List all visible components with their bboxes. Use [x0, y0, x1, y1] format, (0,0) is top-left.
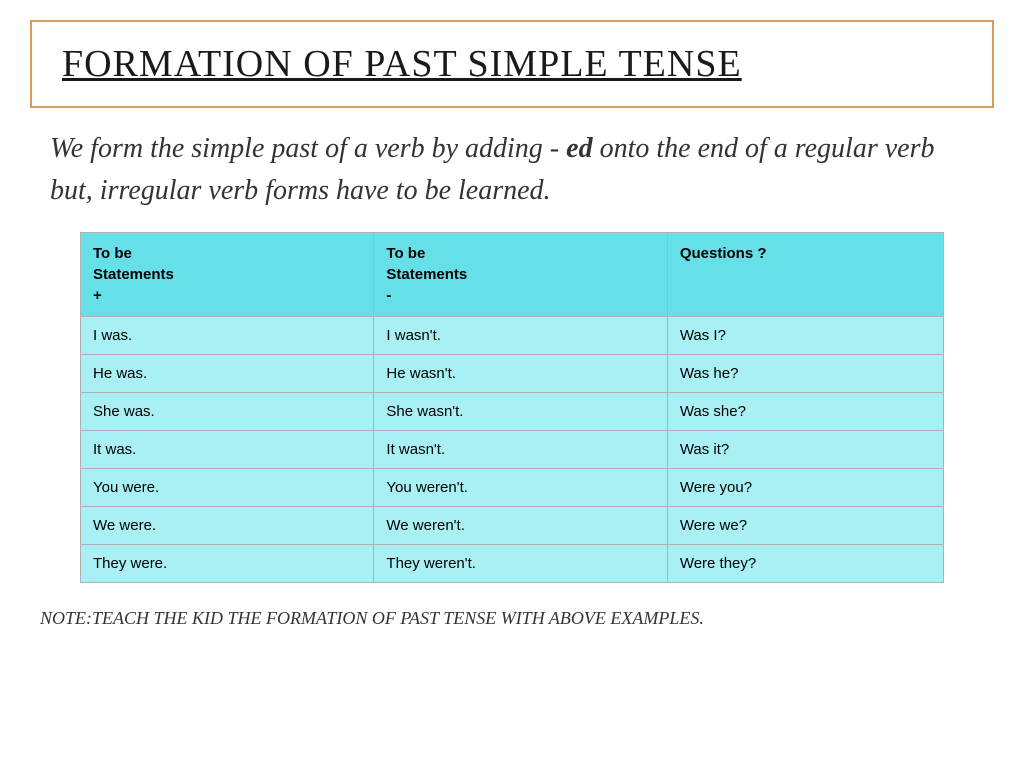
header-line: Statements	[386, 264, 654, 285]
intro-text: We form the simple past of a verb by add…	[30, 123, 994, 232]
cell-positive: He was.	[81, 355, 374, 393]
intro-pre: We form the simple past of a verb by add…	[50, 133, 566, 164]
cell-question: Was he?	[667, 355, 943, 393]
table-row: They were. They weren't. Were they?	[81, 545, 944, 583]
header-line: Questions ?	[680, 243, 931, 264]
table-body: I was. I wasn't. Was I? He was. He wasn'…	[81, 317, 944, 583]
cell-question: Was it?	[667, 431, 943, 469]
table-row: We were. We weren't. Were we?	[81, 507, 944, 545]
cell-negative: You weren't.	[374, 469, 667, 507]
intro-bold: ed	[566, 133, 592, 164]
cell-positive: It was.	[81, 431, 374, 469]
cell-question: Was I?	[667, 317, 943, 355]
cell-question: Were we?	[667, 507, 943, 545]
cell-negative: She wasn't.	[374, 393, 667, 431]
table-container: To be Statements + To be Statements - Qu…	[30, 232, 994, 583]
table-row: He was. He wasn't. Was he?	[81, 355, 944, 393]
cell-positive: You were.	[81, 469, 374, 507]
cell-positive: I was.	[81, 317, 374, 355]
cell-negative: We weren't.	[374, 507, 667, 545]
cell-negative: I wasn't.	[374, 317, 667, 355]
table-row: She was. She wasn't. Was she?	[81, 393, 944, 431]
cell-negative: He wasn't.	[374, 355, 667, 393]
table-row: I was. I wasn't. Was I?	[81, 317, 944, 355]
cell-negative: It wasn't.	[374, 431, 667, 469]
cell-positive: We were.	[81, 507, 374, 545]
table-row: You were. You weren't. Were you?	[81, 469, 944, 507]
note-text: NOTE:TEACH THE KID THE FORMATION OF PAST…	[30, 583, 994, 629]
header-line: To be	[386, 243, 654, 264]
header-line: To be	[93, 243, 361, 264]
title-box: FORMATION OF PAST SIMPLE TENSE	[30, 20, 994, 108]
cell-question: Were you?	[667, 469, 943, 507]
cell-positive: She was.	[81, 393, 374, 431]
table-row: It was. It wasn't. Was it?	[81, 431, 944, 469]
cell-question: Were they?	[667, 545, 943, 583]
header-question: Questions ?	[667, 233, 943, 317]
header-positive: To be Statements +	[81, 233, 374, 317]
page-title: FORMATION OF PAST SIMPLE TENSE	[62, 42, 962, 86]
cell-positive: They were.	[81, 545, 374, 583]
table-header-row: To be Statements + To be Statements - Qu…	[81, 233, 944, 317]
cell-negative: They weren't.	[374, 545, 667, 583]
conjugation-table: To be Statements + To be Statements - Qu…	[80, 232, 944, 583]
cell-question: Was she?	[667, 393, 943, 431]
header-line: -	[386, 285, 654, 306]
header-line: +	[93, 285, 361, 306]
header-line: Statements	[93, 264, 361, 285]
header-negative: To be Statements -	[374, 233, 667, 317]
